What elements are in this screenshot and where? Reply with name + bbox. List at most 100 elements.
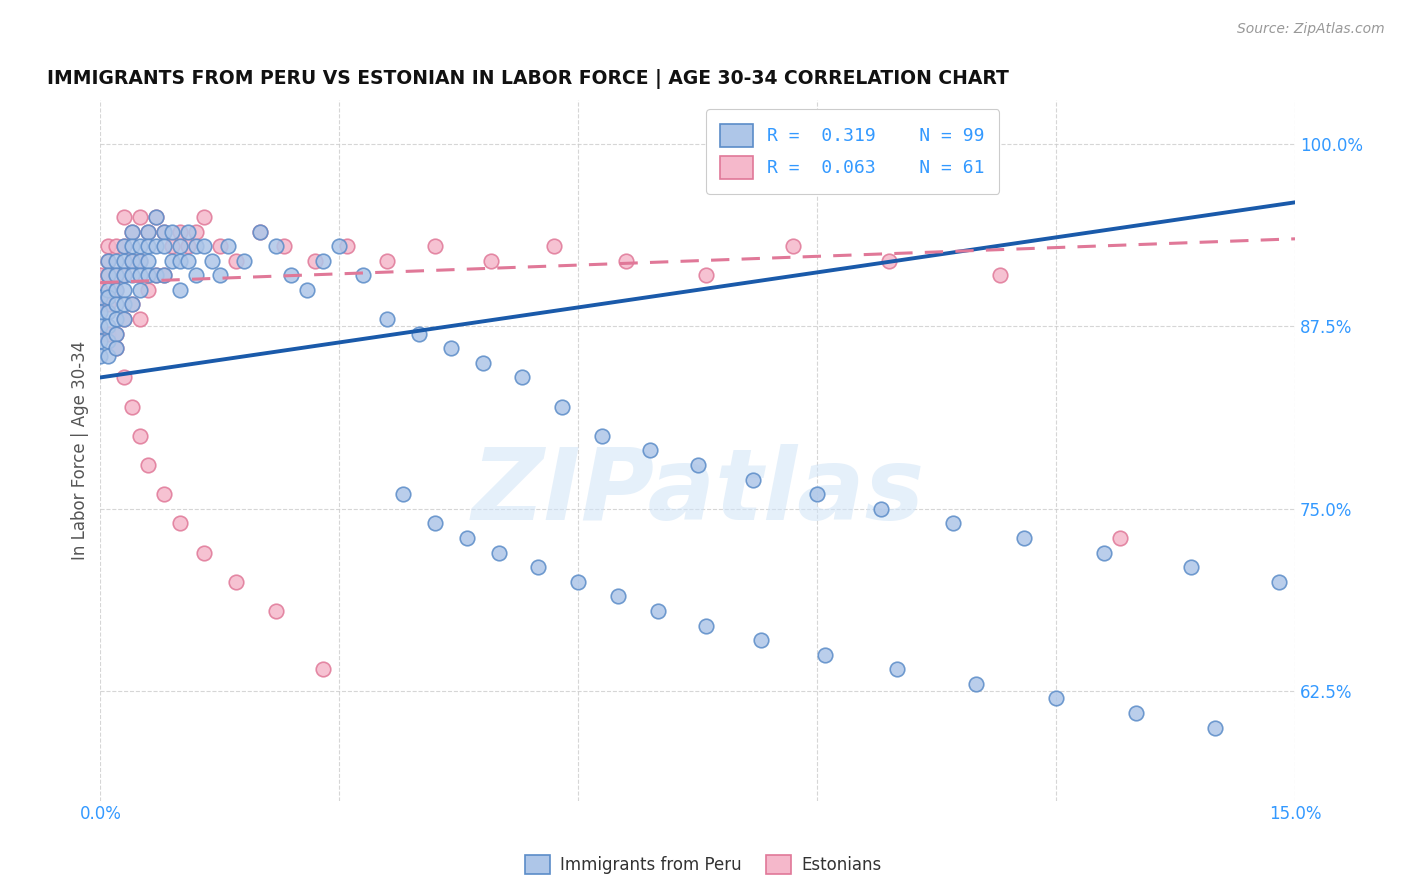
Point xyxy=(136,225,159,239)
Point xyxy=(423,516,446,531)
Point xyxy=(1092,545,1115,559)
Point xyxy=(695,268,717,283)
Point xyxy=(89,349,111,363)
Point xyxy=(638,443,661,458)
Point xyxy=(177,253,200,268)
Point xyxy=(121,225,143,239)
Point xyxy=(129,239,152,253)
Point xyxy=(97,268,120,283)
Point xyxy=(1204,721,1226,735)
Point xyxy=(201,253,224,268)
Point xyxy=(97,239,120,253)
Point xyxy=(153,268,176,283)
Point xyxy=(1045,691,1067,706)
Point xyxy=(304,253,326,268)
Point xyxy=(112,312,135,326)
Point xyxy=(89,334,111,348)
Point xyxy=(1180,560,1202,574)
Point xyxy=(877,253,900,268)
Point xyxy=(297,283,319,297)
Text: Source: ZipAtlas.com: Source: ZipAtlas.com xyxy=(1237,22,1385,37)
Point xyxy=(328,239,350,253)
Point xyxy=(695,618,717,632)
Point xyxy=(112,297,135,311)
Point xyxy=(112,253,135,268)
Point xyxy=(112,268,135,283)
Point xyxy=(97,319,120,334)
Point xyxy=(105,297,128,311)
Point xyxy=(870,501,893,516)
Point xyxy=(160,253,183,268)
Point xyxy=(89,319,111,334)
Point xyxy=(97,268,120,283)
Point xyxy=(751,633,773,648)
Point xyxy=(312,662,335,676)
Point xyxy=(129,268,152,283)
Point xyxy=(89,297,111,311)
Point xyxy=(225,253,247,268)
Point xyxy=(169,253,191,268)
Point xyxy=(153,225,176,239)
Point xyxy=(264,239,287,253)
Point xyxy=(136,283,159,297)
Point xyxy=(988,268,1011,283)
Point xyxy=(686,458,709,472)
Point xyxy=(121,253,143,268)
Point xyxy=(105,283,128,297)
Point xyxy=(89,283,111,297)
Point xyxy=(105,268,128,283)
Point xyxy=(153,225,176,239)
Point xyxy=(129,283,152,297)
Point xyxy=(169,225,191,239)
Y-axis label: In Labor Force | Age 30-34: In Labor Force | Age 30-34 xyxy=(72,341,89,560)
Point xyxy=(97,334,120,348)
Text: IMMIGRANTS FROM PERU VS ESTONIAN IN LABOR FORCE | AGE 30-34 CORRELATION CHART: IMMIGRANTS FROM PERU VS ESTONIAN IN LABO… xyxy=(46,69,1008,88)
Point xyxy=(136,253,159,268)
Point xyxy=(105,326,128,341)
Point xyxy=(591,429,613,443)
Point xyxy=(129,253,152,268)
Point xyxy=(1125,706,1147,720)
Point xyxy=(456,531,478,545)
Legend: R =  0.319    N = 99, R =  0.063    N = 61: R = 0.319 N = 99, R = 0.063 N = 61 xyxy=(706,109,1000,194)
Point xyxy=(105,253,128,268)
Point xyxy=(208,268,231,283)
Point xyxy=(169,516,191,531)
Point xyxy=(647,604,669,618)
Point xyxy=(184,239,207,253)
Point xyxy=(1268,574,1291,589)
Point xyxy=(193,545,215,559)
Point xyxy=(408,326,430,341)
Point xyxy=(607,590,630,604)
Point xyxy=(551,400,574,414)
Point xyxy=(97,253,120,268)
Point xyxy=(512,370,534,384)
Point xyxy=(160,225,183,239)
Point xyxy=(352,268,374,283)
Point xyxy=(97,253,120,268)
Point xyxy=(105,341,128,355)
Point xyxy=(97,283,120,297)
Point xyxy=(89,326,111,341)
Point xyxy=(145,239,167,253)
Point xyxy=(169,283,191,297)
Point xyxy=(121,253,143,268)
Point xyxy=(1012,531,1035,545)
Point xyxy=(121,400,143,414)
Point xyxy=(121,297,143,311)
Point xyxy=(249,225,271,239)
Point xyxy=(782,239,804,253)
Point xyxy=(488,545,510,559)
Point xyxy=(153,239,176,253)
Point xyxy=(160,239,183,253)
Point xyxy=(136,458,159,472)
Point xyxy=(145,210,167,224)
Point xyxy=(280,268,302,283)
Point xyxy=(136,239,159,253)
Point xyxy=(193,210,215,224)
Point xyxy=(105,326,128,341)
Point xyxy=(105,283,128,297)
Point xyxy=(814,648,837,662)
Point xyxy=(112,370,135,384)
Point xyxy=(121,239,143,253)
